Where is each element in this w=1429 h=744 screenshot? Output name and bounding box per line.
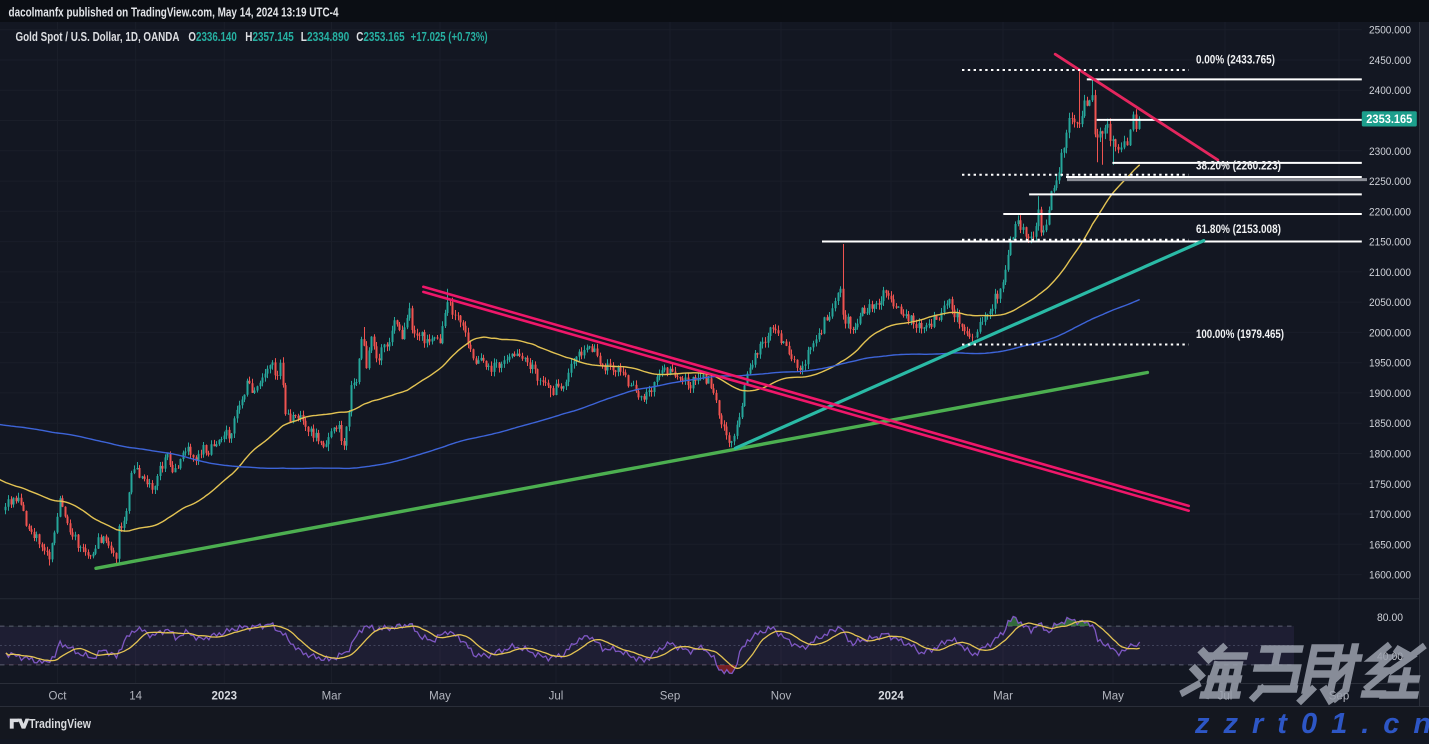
svg-text:61.80% (2153.008): 61.80% (2153.008) — [1196, 224, 1281, 236]
svg-text:38.20% (2260.223): 38.20% (2260.223) — [1196, 161, 1281, 173]
svg-text:2300.000: 2300.000 — [1369, 146, 1411, 158]
svg-text:0.00% (2433.765): 0.00% (2433.765) — [1196, 55, 1275, 67]
svg-text:1650.000: 1650.000 — [1369, 539, 1411, 551]
svg-text:2500.000: 2500.000 — [1369, 25, 1411, 37]
svg-text:2100.000: 2100.000 — [1369, 267, 1411, 279]
svg-text:2150.000: 2150.000 — [1369, 237, 1411, 249]
svg-text:zzrt01.cn: zzrt01.cn — [1194, 708, 1429, 739]
svg-text:C2353.165: C2353.165 — [356, 30, 404, 44]
svg-text:14: 14 — [129, 691, 142, 703]
svg-text:O2336.140: O2336.140 — [188, 30, 236, 44]
svg-text:1900.000: 1900.000 — [1369, 388, 1411, 400]
svg-text:2200.000: 2200.000 — [1369, 206, 1411, 218]
svg-text:2023: 2023 — [212, 691, 238, 703]
svg-text:L2334.890: L2334.890 — [301, 30, 349, 44]
svg-text:2000.000: 2000.000 — [1369, 327, 1411, 339]
svg-text:1600.000: 1600.000 — [1369, 570, 1411, 582]
svg-text:1700.000: 1700.000 — [1369, 509, 1411, 521]
svg-text:May: May — [1102, 691, 1124, 703]
svg-text:100.00% (1979.465): 100.00% (1979.465) — [1196, 329, 1284, 341]
svg-text:Nov: Nov — [771, 691, 792, 703]
svg-text:Mar: Mar — [993, 691, 1013, 703]
svg-text:2250.000: 2250.000 — [1369, 176, 1411, 188]
svg-text:1950.000: 1950.000 — [1369, 358, 1411, 370]
svg-text:2450.000: 2450.000 — [1369, 55, 1411, 67]
svg-text:2050.000: 2050.000 — [1369, 297, 1411, 309]
svg-text:2400.000: 2400.000 — [1369, 85, 1411, 97]
svg-text:May: May — [429, 691, 451, 703]
svg-text:1850.000: 1850.000 — [1369, 418, 1411, 430]
svg-text:Jul: Jul — [549, 691, 564, 703]
svg-text:1750.000: 1750.000 — [1369, 479, 1411, 491]
svg-text:2024: 2024 — [878, 691, 904, 703]
svg-text:80.00: 80.00 — [1377, 612, 1403, 624]
svg-text:dacolmanfx published on Tradin: dacolmanfx published on TradingView.com,… — [9, 5, 340, 20]
svg-text:+17.025 (+0.73%): +17.025 (+0.73%) — [411, 30, 488, 44]
svg-text:Gold Spot / U.S. Dollar, 1D, O: Gold Spot / U.S. Dollar, 1D, OANDA — [16, 30, 180, 44]
svg-text:TradingView: TradingView — [29, 717, 91, 731]
svg-text:Sep: Sep — [660, 691, 680, 703]
svg-text:2353.165: 2353.165 — [1366, 114, 1413, 126]
svg-text:Mar: Mar — [322, 691, 342, 703]
svg-text:Oct: Oct — [49, 691, 68, 703]
svg-text:1800.000: 1800.000 — [1369, 449, 1411, 461]
svg-text:H2357.145: H2357.145 — [245, 30, 293, 44]
